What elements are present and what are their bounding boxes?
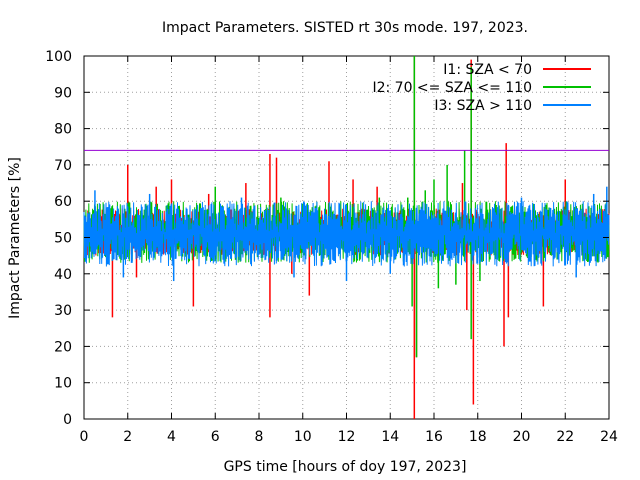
y-tick-label: 80 [54, 122, 72, 138]
y-axis-label: Impact Parameters [%] [7, 157, 23, 319]
x-tick-label: 14 [381, 429, 399, 445]
x-tick-label: 10 [294, 429, 312, 445]
y-tick-label: 10 [54, 376, 72, 392]
x-tick-label: 16 [425, 429, 443, 445]
x-tick-label: 0 [80, 429, 89, 445]
x-tick-label: 22 [556, 429, 574, 445]
y-tick-label: 0 [63, 412, 72, 428]
y-tick-label: 60 [54, 194, 72, 210]
x-tick-label: 6 [211, 429, 220, 445]
y-tick-label: 30 [54, 303, 72, 319]
y-tick-label: 100 [45, 49, 72, 65]
legend-label-i1: I1: SZA < 70 [443, 62, 532, 78]
y-tick-label: 70 [54, 158, 72, 174]
series-layer [83, 56, 610, 419]
x-tick-label: 18 [469, 429, 487, 445]
y-tick-label: 20 [54, 339, 72, 355]
legend-label-i3: I3: SZA > 110 [434, 98, 532, 114]
legend: I1: SZA < 70 I2: 70 <= SZA <= 110 I3: SZ… [372, 62, 591, 114]
legend-label-i2: I2: 70 <= SZA <= 110 [372, 80, 532, 96]
y-tick-label: 50 [54, 231, 72, 247]
x-tick-label: 24 [600, 429, 618, 445]
x-tick-labels: 0 2 4 6 8 10 12 14 16 18 20 22 24 [80, 429, 618, 445]
chart-title: Impact Parameters. SISTED rt 30s mode. 1… [162, 20, 528, 36]
grid [84, 56, 609, 419]
y-tick-label: 90 [54, 85, 72, 101]
x-tick-label: 2 [123, 429, 132, 445]
x-tick-label: 8 [255, 429, 264, 445]
x-tick-label: 4 [167, 429, 176, 445]
x-axis-label: GPS time [hours of doy 197, 2023] [224, 459, 467, 475]
x-tick-label: 12 [338, 429, 356, 445]
x-tick-label: 20 [513, 429, 531, 445]
axis-ticks [83, 55, 610, 420]
series-line [83, 201, 610, 267]
series-i3 [83, 186, 610, 282]
y-tick-labels: 0 10 20 30 40 50 60 70 80 90 100 [45, 49, 72, 428]
y-tick-label: 40 [54, 267, 72, 283]
